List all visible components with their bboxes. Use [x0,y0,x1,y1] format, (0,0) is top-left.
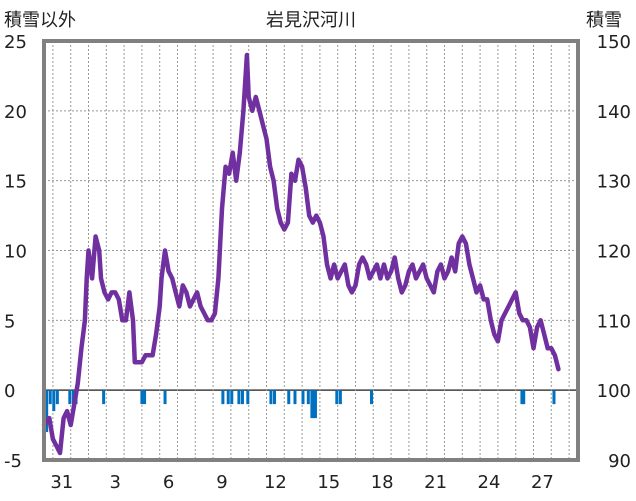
right-tick-label: 120 [597,242,631,263]
bar [226,390,230,405]
right-tick-label: 100 [597,381,631,402]
right-tick-label: 150 [597,32,631,53]
left-tick-label: 5 [4,311,15,332]
bar [221,390,225,405]
bar [520,390,524,405]
right-tick-label: 130 [597,172,631,193]
bar [335,390,339,405]
x-tick-label: 18 [371,472,394,493]
bar [246,390,250,405]
right-axis-ticks: 90 100 110 120 130 140 150 [597,32,631,472]
bar [240,390,244,405]
line-series [41,52,561,456]
x-tick-label: 31 [50,472,73,493]
bar [269,390,273,405]
bar [163,390,167,405]
right-tick-label: 90 [608,451,631,472]
right-tick-label: 140 [597,102,631,123]
bar [310,390,314,419]
left-tick-label: 10 [4,242,27,263]
bar [273,390,277,405]
x-tick-label: 21 [424,472,447,493]
left-tick-label: 20 [4,102,27,123]
x-tick-label: 9 [216,472,227,493]
bar [522,390,526,405]
left-tick-label: 25 [4,32,27,53]
left-axis-label: 積雪以外 [4,10,76,31]
x-tick-label: 15 [317,472,340,493]
bar [293,390,297,405]
left-tick-label: 15 [4,172,27,193]
bar [370,390,374,405]
bar [55,390,59,405]
bar [552,390,556,405]
bar [237,390,241,405]
bar [287,390,291,405]
bar [230,390,234,405]
plot-frame [42,39,580,462]
left-tick-label: 0 [4,381,15,402]
x-tick-label: 24 [478,472,501,493]
bar [313,390,317,419]
bar [68,390,72,405]
x-axis-ticks: 31 3 6 9 12 15 18 21 24 27 [50,472,554,493]
x-tick-label: 6 [163,472,174,493]
bar [312,390,316,419]
chart-title: 岩見沢河川 [266,10,356,31]
bar [140,390,144,405]
bar [338,390,342,405]
bar [143,390,147,405]
right-axis-label: 積雪 [586,10,622,31]
x-tick-label: 3 [109,472,120,493]
bar [48,390,52,405]
bar [301,390,305,405]
x-tick-label: 27 [531,472,554,493]
bar [52,390,56,412]
left-axis-ticks: -5 0 5 10 15 20 25 [4,32,27,472]
x-tick-label: 12 [264,472,287,493]
bar [102,390,106,405]
bar [45,390,49,433]
left-tick-label: -5 [4,451,22,472]
right-tick-label: 110 [597,311,631,332]
bar [306,390,310,405]
